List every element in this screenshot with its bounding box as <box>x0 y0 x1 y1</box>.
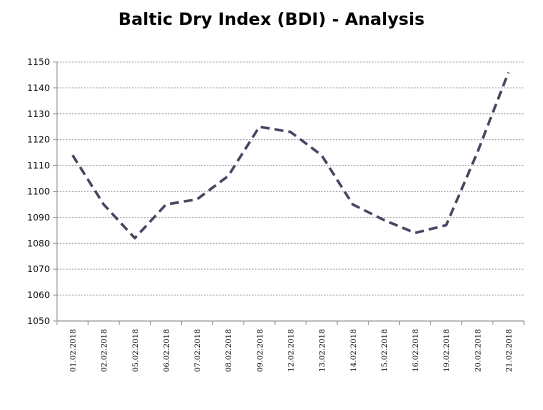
x-tick-label: 01.02.2018 <box>69 329 78 372</box>
x-tick-label: 13.02.2018 <box>318 329 327 372</box>
x-tick-label: 15.02.2018 <box>380 329 389 372</box>
x-tick-label: 21.02.2018 <box>504 329 513 372</box>
x-tick-label: 19.02.2018 <box>442 329 451 372</box>
x-tick-label: 16.02.2018 <box>411 329 420 372</box>
y-tick-label: 1060 <box>27 291 50 301</box>
y-tick-label: 1080 <box>27 239 50 249</box>
series-line <box>71 71 510 240</box>
chart-title: Baltic Dry Index (BDI) - Analysis <box>118 10 425 30</box>
x-tick-label: 08.02.2018 <box>224 329 233 372</box>
series-lines <box>71 71 510 240</box>
x-tick-label: 14.02.2018 <box>349 329 358 372</box>
y-tick-label: 1120 <box>27 136 50 146</box>
y-tick-label: 1140 <box>27 84 50 94</box>
x-tick-label: 07.02.2018 <box>193 329 202 372</box>
x-tick-labels: 01.02.2018 02.02.2018 05.02.2018 06.02.2018… <box>69 329 514 372</box>
axes <box>53 61 525 325</box>
y-tick-label: 1100 <box>27 188 50 198</box>
y-tick-label: 1110 <box>27 162 50 172</box>
x-tick-label: 06.02.2018 <box>162 329 171 372</box>
x-tick-label: 12.02.2018 <box>287 329 296 372</box>
x-tick-label: 20.02.2018 <box>473 329 482 372</box>
x-tick-label: 05.02.2018 <box>131 329 140 372</box>
x-tick-label: 02.02.2018 <box>100 329 109 372</box>
y-tick-label: 1090 <box>27 213 50 223</box>
y-tick-label: 1070 <box>27 265 50 275</box>
grid-lines <box>57 61 524 296</box>
y-tick-label: 1130 <box>27 110 50 120</box>
x-tick-label: 09.02.2018 <box>255 329 264 372</box>
y-tick-labels: 1050 1060 1070 1080 1090 1100 1110 1120 1130 1140… <box>27 58 50 327</box>
y-tick-label: 1050 <box>27 317 50 327</box>
y-tick-label: 1150 <box>27 58 50 68</box>
